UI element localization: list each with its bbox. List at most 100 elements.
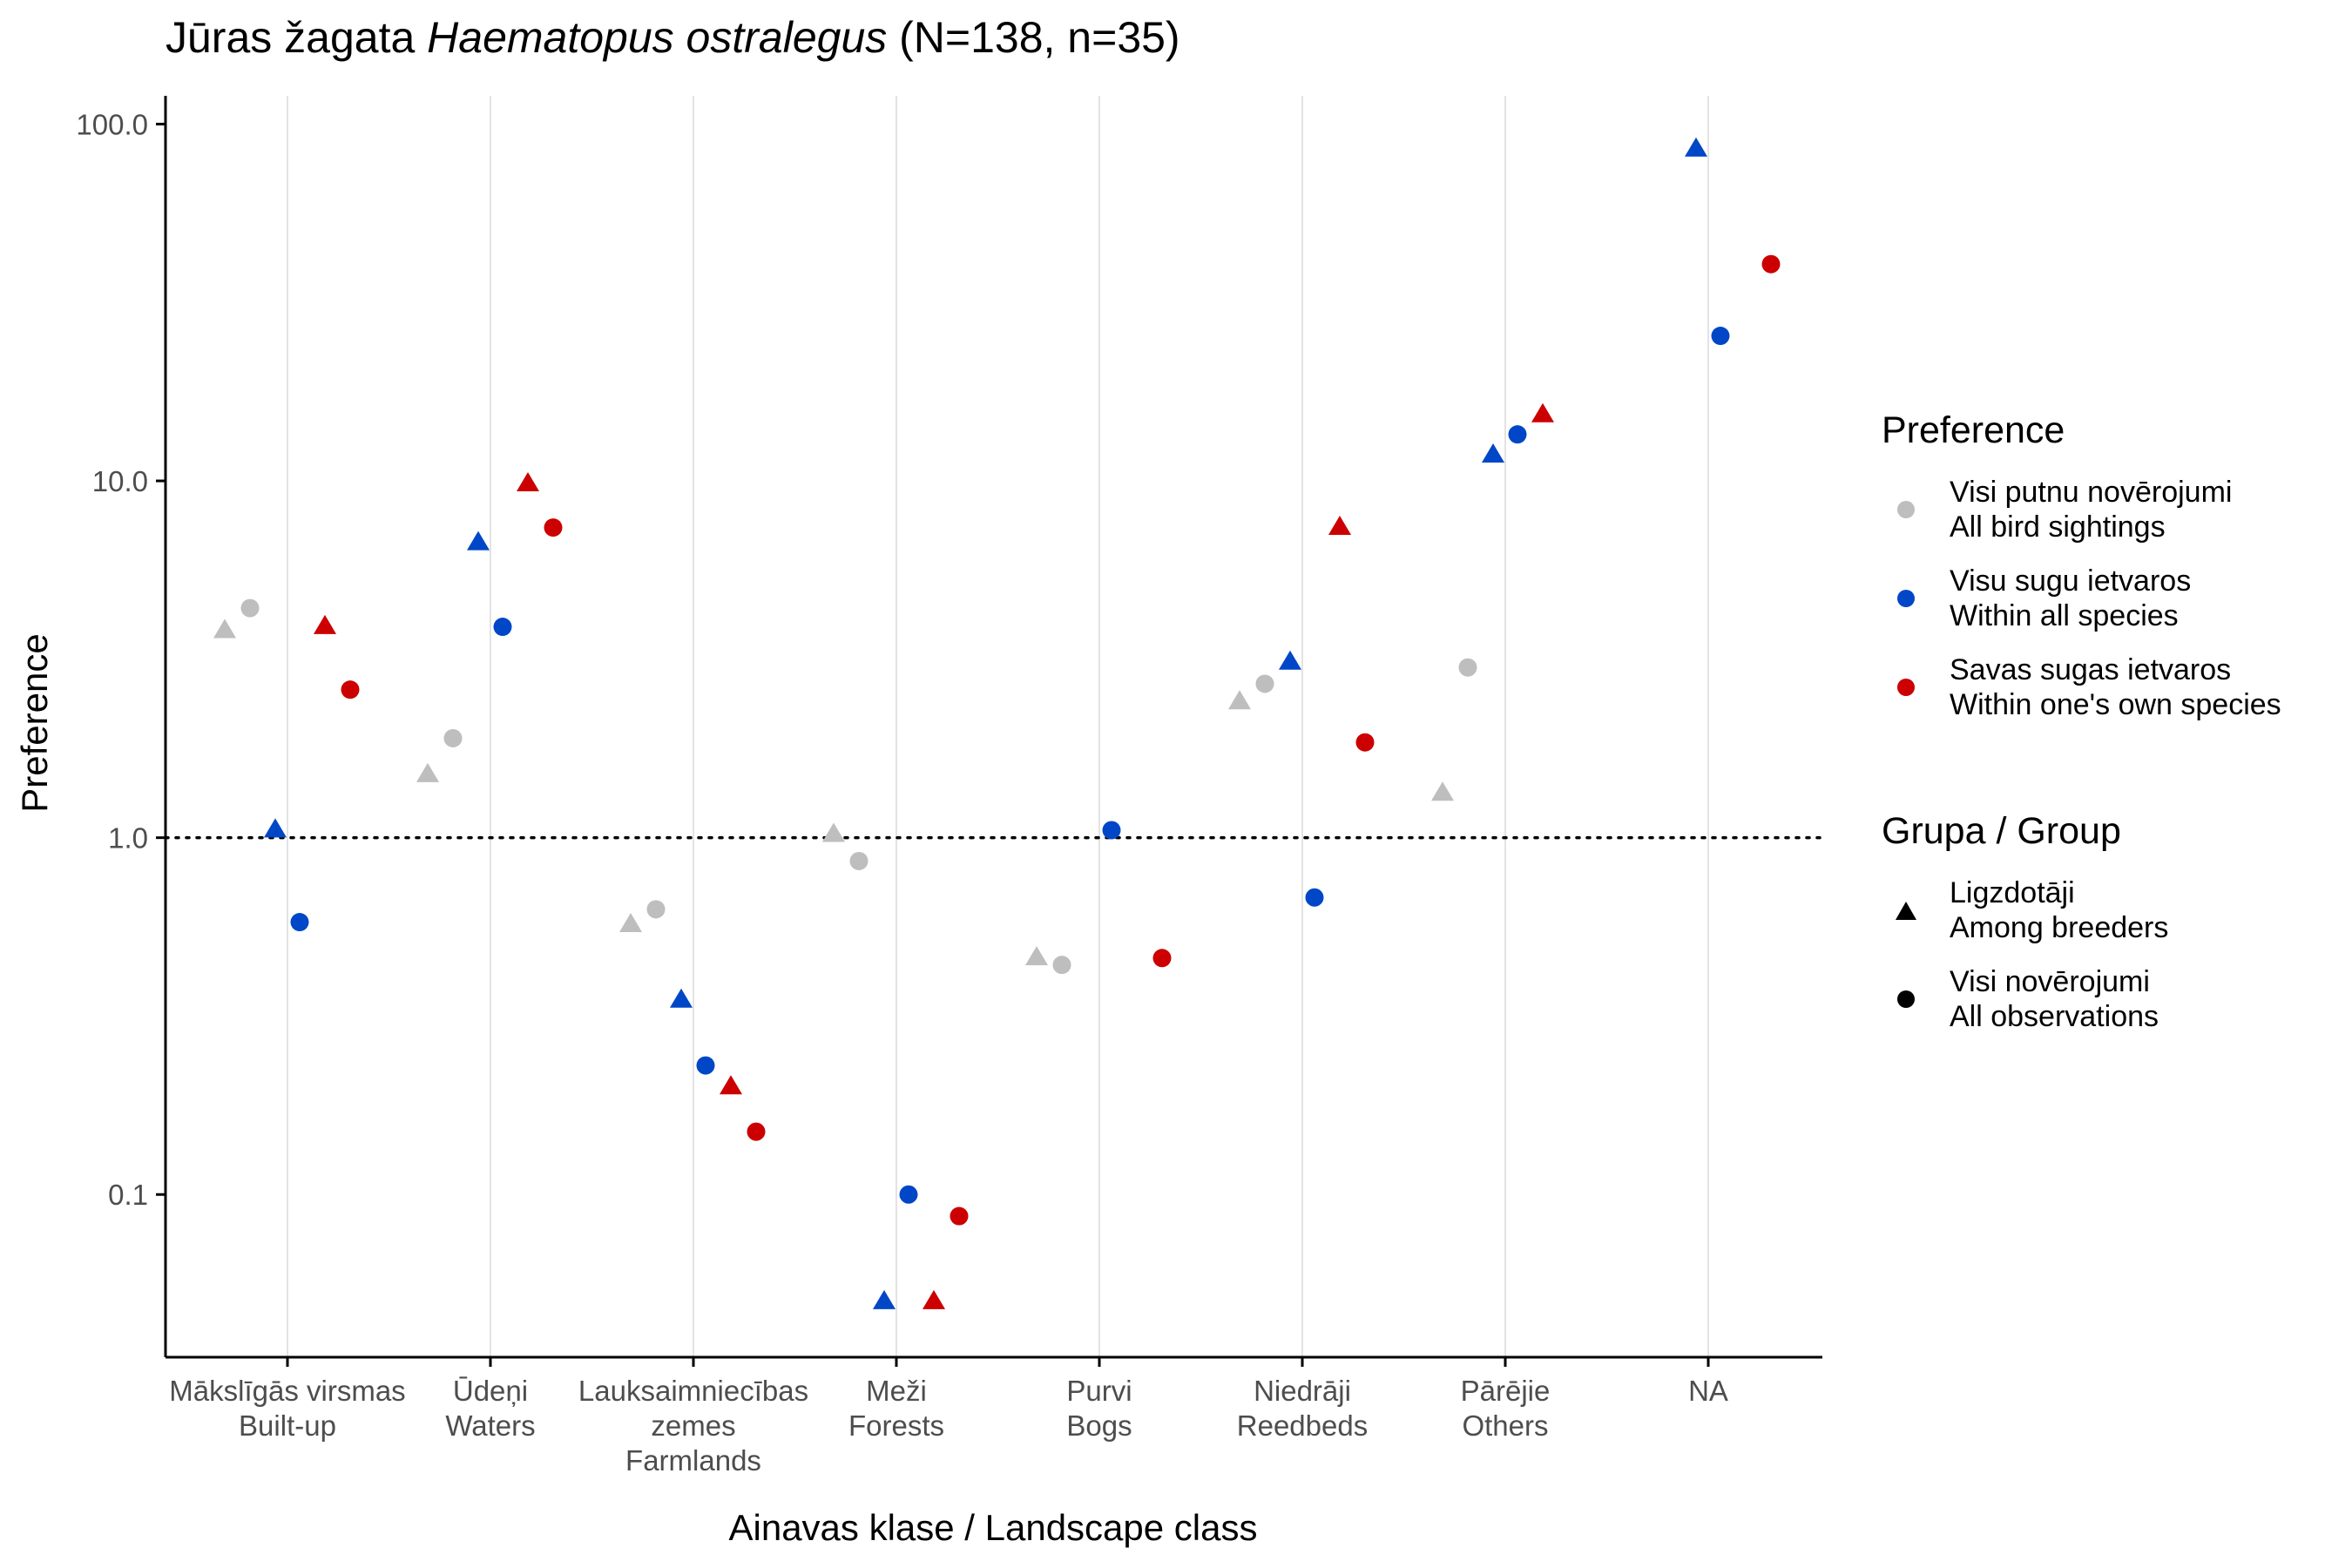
data-point-triangle [416,762,439,782]
data-point-circle [1102,821,1121,840]
data-point-circle [544,518,563,537]
data-point-circle [849,851,868,870]
data-point-triangle [517,471,539,491]
x-tick-label: Lauksaimniecības zemes Farmlands [578,1375,808,1477]
x-tick-label-line: Farmlands [625,1444,761,1477]
x-tick-label-line: Niedrāji [1254,1375,1351,1407]
data-points [213,137,1781,1309]
x-tick-label: Ūdeņi Waters [445,1375,535,1442]
x-tick-label: Mākslīgās virsmas Built-up [169,1375,405,1442]
x-tick-label: Pārējie Others [1461,1375,1551,1442]
data-point-triangle [1025,946,1048,966]
title-species: Haematopus ostralegus [427,13,888,62]
x-tick-label-line: Lauksaimniecības [578,1375,808,1407]
data-point-circle [1052,956,1071,975]
x-tick-label-line: Waters [445,1409,535,1442]
legend-label-line2: All observations [1950,1000,2159,1033]
data-point-circle [899,1185,918,1204]
data-point-circle [1152,949,1172,968]
data-point-triangle [1228,690,1251,710]
data-point-circle [1458,658,1477,677]
data-point-triangle [213,618,236,639]
data-point-circle [1711,327,1730,346]
legend-preference-title: Preference [1882,409,2065,451]
x-tick-label-line: Others [1462,1409,1548,1442]
y-tick-label: 0.1 [108,1179,148,1211]
legend-key-circle-icon [1897,990,1915,1008]
x-tick-label-line: Built-up [239,1409,336,1442]
data-point-triangle [720,1075,742,1095]
gridlines [287,96,1709,1357]
data-point-triangle [873,1289,896,1309]
x-tick-label: Niedrāji Reedbeds [1237,1375,1368,1442]
data-point-circle [1508,425,1527,444]
chart-title: Jūras žagata Haematopus ostralegus (N=13… [166,12,1180,63]
axes: 0.1 1.0 10.0 100.0 Mākslīgās virsmas Built-up… [76,96,1822,1477]
legend-label-line2: Among breeders [1950,911,2169,944]
data-point-circle [240,598,260,618]
legend-key-gray-circle [1897,501,1915,518]
data-point-circle [1355,733,1375,752]
data-point-circle [696,1056,715,1075]
legend-label-line2: All bird sightings [1950,510,2166,544]
legend-group: Grupa / Group Ligzdotāji Among breeders V… [1882,810,2168,1053]
data-point-circle [493,618,512,637]
data-point-triangle [467,531,490,551]
legend-label-line2: Within all species [1950,599,2179,632]
legend-preference: Preference Visi putnu novērojumi All bird… [1882,409,2281,741]
x-tick-label-line: Bogs [1066,1409,1132,1442]
legend-key-red-circle [1897,679,1915,696]
x-tick-label-line: Ūdeņi [453,1375,528,1407]
title-prefix: Jūras žagata [166,13,428,62]
x-tick-label: Meži Forests [848,1375,944,1442]
x-tick-label-line: Mākslīgās virsmas [169,1375,405,1407]
x-tick-label-line: NA [1688,1375,1728,1407]
data-point-triangle [1431,781,1454,801]
legend-label-line1: Visi putnu novērojumi [1950,476,2233,509]
x-tick-label-line: zemes [651,1409,735,1442]
data-point-circle [950,1206,969,1226]
y-tick-label: 1.0 [108,822,148,855]
legend-label-line1: Ligzdotāji [1950,876,2075,909]
x-axis-title: Ainavas klase / Landscape class [728,1507,1258,1548]
x-tick-label-line: Purvi [1066,1375,1132,1407]
legend-key-triangle-icon [1896,901,1916,920]
data-point-triangle [619,912,642,932]
legend-label-line1: Savas sugas ietvaros [1950,653,2232,686]
data-point-triangle [264,818,287,838]
x-tick-label-line: Forests [848,1409,944,1442]
data-point-triangle [822,822,845,842]
data-point-circle [341,680,360,700]
legend-item-among-breeders: Ligzdotāji Among breeders [1882,875,2168,945]
data-point-circle [1305,888,1324,907]
legend-group-title: Grupa / Group [1882,810,2121,852]
legend-item-within-all-species: Visu sugu ietvaros Within all species [1882,564,2281,633]
legend-key-blue-circle [1897,590,1915,607]
data-point-circle [646,900,666,919]
x-tick-label: Purvi Bogs [1066,1375,1132,1442]
data-point-triangle [314,614,336,634]
x-tick-label-line: Reedbeds [1237,1409,1368,1442]
data-point-circle [443,728,463,747]
x-tick-label-line: Meži [866,1375,927,1407]
data-point-triangle [1279,650,1301,670]
data-point-triangle [923,1289,945,1309]
legend-item-all-bird-sightings: Visi putnu novērojumi All bird sightings [1882,475,2281,544]
x-tick-label: NA [1688,1375,1728,1407]
legend-item-all-observations: Visi novērojumi All observations [1882,964,2168,1034]
data-point-triangle [1685,137,1707,157]
legend-label-line2: Within one's own species [1950,688,2281,721]
data-point-triangle [1531,402,1554,422]
data-point-circle [1761,254,1781,274]
legend-label-line1: Visu sugu ietvaros [1950,564,2192,598]
data-point-circle [747,1122,766,1141]
data-point-circle [290,913,309,932]
data-point-triangle [1328,515,1351,535]
data-point-circle [1255,674,1274,693]
data-point-triangle [1482,443,1504,463]
legend-label-line1: Visi novērojumi [1950,965,2150,998]
title-suffix: (N=138, n=35) [887,13,1180,62]
y-axis-title: Preference [14,633,55,813]
legend-item-within-own-species: Savas sugas ietvaros Within one's own spe… [1882,652,2281,722]
